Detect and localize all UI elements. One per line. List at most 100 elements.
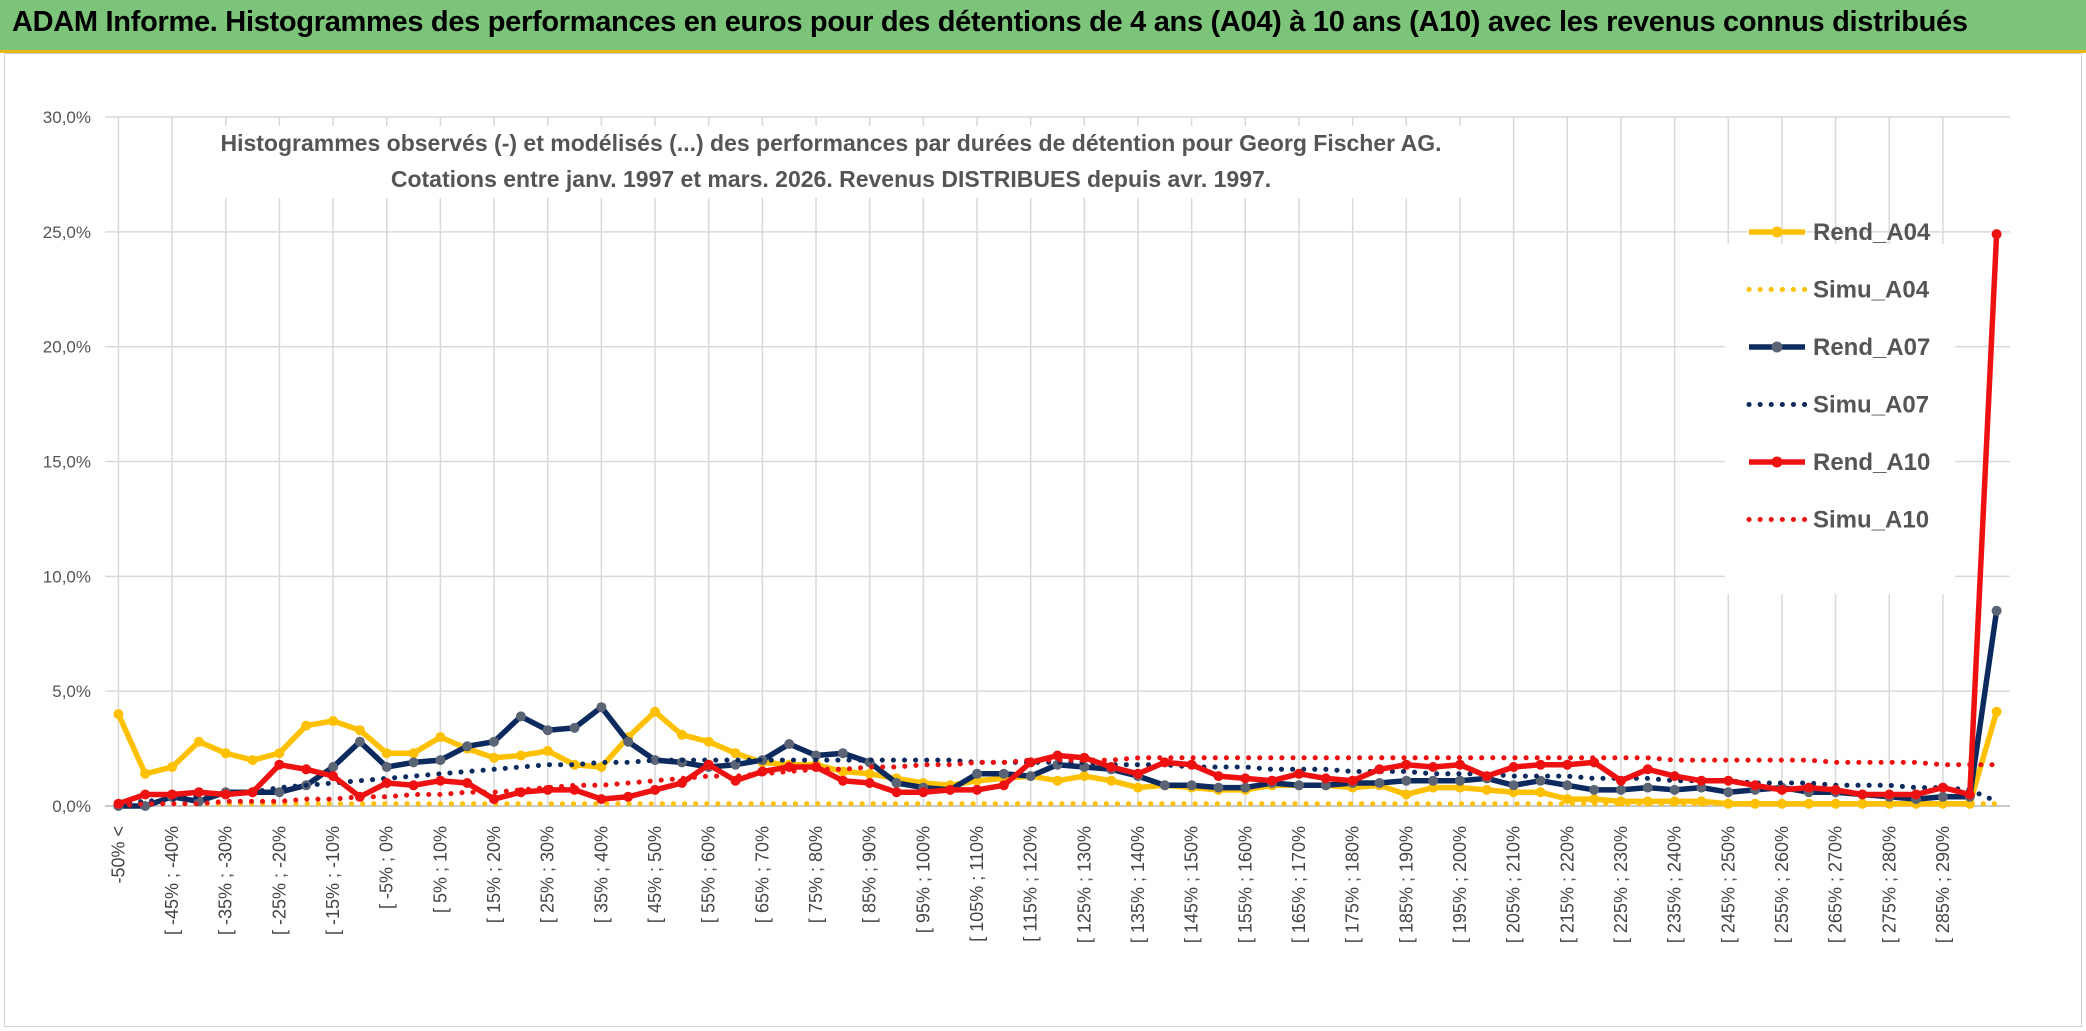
data-point (1347, 775, 1358, 786)
data-point (1294, 780, 1304, 791)
legend-item-rend-a07: Rend_A07 (1749, 334, 1930, 361)
x-tick-label: [ 205% ; 210% (1504, 826, 1524, 943)
data-point (1455, 782, 1465, 793)
data-point (435, 775, 446, 786)
data-point (193, 787, 204, 798)
data-point (1911, 789, 1922, 800)
x-tick-label: [ 5% ; 10% (430, 826, 450, 913)
data-point (408, 757, 419, 768)
data-point (1401, 759, 1412, 770)
title-background (201, 126, 1461, 198)
data-point (1589, 784, 1600, 795)
data-point (1589, 794, 1600, 805)
data-point (462, 741, 473, 752)
data-point (1723, 787, 1734, 798)
legend-marker (1771, 226, 1783, 238)
legend-background (1725, 244, 1955, 594)
data-point (1159, 780, 1170, 791)
data-point (381, 762, 392, 772)
x-tick-label: [ 75% ; 80% (806, 826, 826, 923)
data-point (1884, 789, 1895, 800)
x-tick-label: [ 25% ; 30% (538, 826, 558, 923)
x-tick-label: [ 195% ; 200% (1450, 826, 1470, 943)
y-tick-label: 0,0% (52, 797, 91, 816)
data-point (140, 768, 151, 779)
series-layer (113, 229, 2002, 811)
data-point (676, 729, 687, 740)
x-tick-label: [ 95% ; 100% (913, 826, 933, 933)
data-point (408, 748, 419, 759)
legend-label: Rend_A07 (1813, 334, 1930, 361)
data-point (864, 768, 875, 779)
data-point (1508, 787, 1519, 798)
x-tick-label: [ 145% ; 150% (1182, 826, 1202, 943)
data-point (1830, 784, 1841, 795)
x-tick-label: [ -45% ; -40% (162, 826, 182, 935)
data-point (1133, 768, 1143, 779)
data-point (1374, 764, 1385, 775)
x-tick-label: [ 185% ; 190% (1396, 826, 1416, 943)
data-point (784, 762, 795, 772)
data-point (1428, 762, 1439, 772)
y-tick-label: 15,0% (43, 453, 91, 472)
data-point (811, 750, 821, 761)
chart-frame: 0,0% 5,0% 10,0% 15,0% 20,0% 25,0% 30,0% -50% <… (4, 53, 2082, 1027)
grid (105, 116, 2010, 807)
data-point (891, 787, 902, 798)
chart-title: Histogrammes observés (-) et modélisés (… (220, 130, 1441, 156)
legend-label: Simu_A10 (1813, 507, 1929, 534)
data-point (1240, 782, 1251, 793)
data-point (1750, 780, 1761, 791)
data-point (515, 750, 526, 761)
x-tick-label: [ 85% ; 90% (860, 826, 880, 923)
data-point (945, 784, 956, 795)
data-point (596, 794, 607, 805)
data-point (542, 745, 553, 756)
data-point (1401, 775, 1412, 786)
x-tick-label: [ 255% ; 260% (1772, 826, 1792, 943)
data-point (354, 736, 365, 747)
legend-marker (1771, 456, 1783, 468)
data-point (1374, 778, 1385, 788)
data-point (1025, 771, 1036, 782)
data-point (703, 736, 714, 747)
legend-item-rend-a04: Rend_A04 (1749, 219, 1931, 246)
data-point (1723, 775, 1734, 786)
legend: Rend_A04 Simu_A04 Rend_A07 Simu_A07 Rend_A10… (1725, 219, 1955, 594)
x-tick-label: [ 105% ; 110% (967, 826, 987, 942)
data-point (408, 780, 419, 791)
series-line-rend-a10 (117, 233, 2000, 807)
data-point (542, 725, 553, 736)
data-point (167, 789, 178, 800)
data-point (784, 739, 795, 749)
data-point (1937, 791, 1948, 802)
data-point (1133, 782, 1143, 793)
data-point (1535, 787, 1546, 798)
data-point (301, 764, 312, 775)
chart-subtitle: Cotations entre janv. 1997 et mars. 2026… (391, 166, 1271, 192)
data-point (1106, 775, 1117, 786)
y-tick-label: 5,0% (52, 682, 91, 701)
data-point (462, 778, 473, 788)
data-point (435, 755, 446, 766)
data-point (1079, 771, 1090, 782)
data-point (918, 787, 929, 798)
data-point (1991, 605, 2002, 616)
data-point (220, 789, 231, 800)
data-point (247, 787, 258, 798)
data-point (1616, 775, 1626, 786)
legend-label: Simu_A07 (1813, 392, 1929, 419)
x-tick-label: [ 245% ; 250% (1718, 826, 1738, 943)
x-tick-label: [ 45% ; 50% (645, 826, 665, 923)
data-point (1696, 775, 1707, 786)
data-point (247, 755, 258, 766)
series-line-simu-a07 (115, 757, 2000, 807)
series-simu-a10 (115, 755, 2000, 809)
x-tick-label: [ -15% ; -10% (323, 826, 343, 935)
data-point (328, 716, 339, 726)
x-tick-label: -50% < (108, 826, 128, 884)
data-point (1964, 789, 1975, 800)
data-point (569, 722, 580, 733)
data-point (274, 748, 285, 759)
x-tick-label: [ 65% ; 70% (752, 826, 772, 923)
